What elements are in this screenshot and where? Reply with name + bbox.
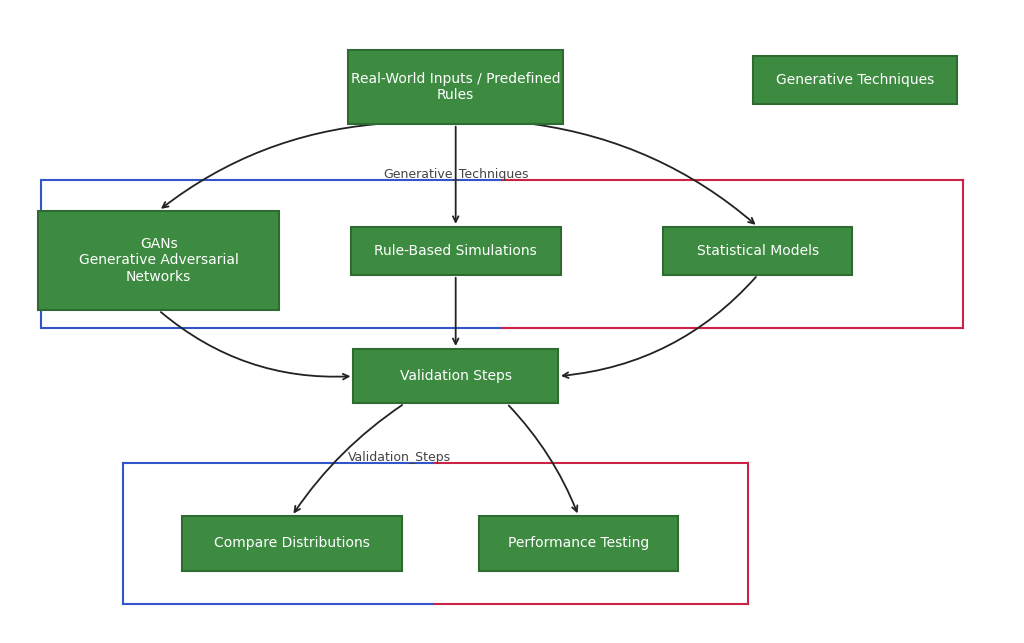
Text: Validation Steps: Validation Steps [399, 369, 512, 383]
FancyBboxPatch shape [478, 516, 678, 571]
Text: Generative Techniques: Generative Techniques [776, 73, 934, 87]
Text: Rule-Based Simulations: Rule-Based Simulations [375, 244, 537, 258]
Text: Real-World Inputs / Predefined
Rules: Real-World Inputs / Predefined Rules [351, 72, 560, 102]
FancyBboxPatch shape [182, 516, 401, 571]
Text: Compare Distributions: Compare Distributions [214, 536, 370, 550]
Text: Generative_Techniques: Generative_Techniques [383, 168, 528, 181]
FancyBboxPatch shape [39, 211, 279, 311]
Text: Validation_Steps: Validation_Steps [348, 451, 451, 464]
Text: GANs
Generative Adversarial
Networks: GANs Generative Adversarial Networks [79, 237, 239, 284]
FancyBboxPatch shape [753, 57, 957, 104]
FancyBboxPatch shape [350, 227, 561, 275]
FancyBboxPatch shape [664, 227, 852, 275]
Text: Performance Testing: Performance Testing [508, 536, 649, 550]
FancyBboxPatch shape [348, 50, 563, 123]
Text: Statistical Models: Statistical Models [696, 244, 819, 258]
FancyBboxPatch shape [353, 349, 558, 404]
